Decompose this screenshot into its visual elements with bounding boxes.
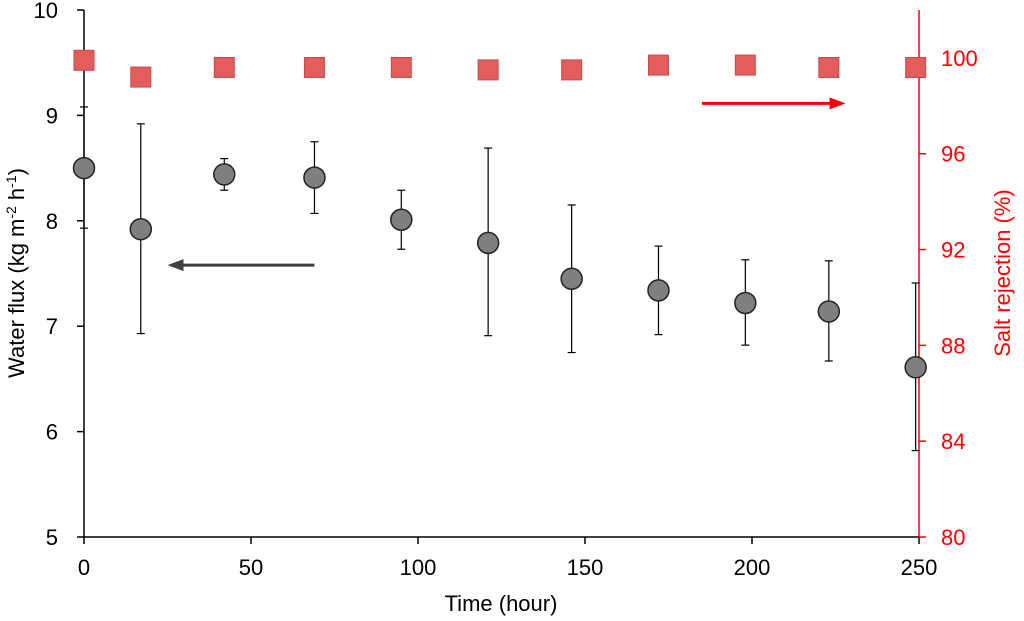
salt-rejection-point [734, 54, 756, 76]
arrow-head [167, 259, 184, 272]
right-y-tick-label: 88 [941, 333, 965, 358]
salt-rejection-point [561, 59, 583, 81]
left-y-tick-label: 8 [46, 209, 58, 234]
salt-rejection-point [303, 56, 325, 78]
salt-rejection-point [647, 54, 669, 76]
left-y-axis-ticks: 5 6 7 8 9 10 [34, 0, 84, 550]
right-y-axis-title: Salt rejection (%) [990, 189, 1015, 357]
water-flux-point [390, 208, 413, 231]
water-flux-point [72, 156, 96, 180]
left-y-axis-title-part: ) [4, 168, 29, 175]
x-tick-label: 50 [239, 555, 263, 580]
left-y-tick-label: 9 [46, 103, 58, 128]
water-flux-series [72, 106, 927, 452]
right-y-tick-label: 92 [941, 238, 965, 263]
arrow-head [829, 97, 846, 110]
x-tick-label: 200 [734, 555, 771, 580]
left-y-tick-label: 7 [46, 314, 58, 339]
salt-rejection-point [390, 56, 412, 78]
left-y-tick-label: 10 [34, 0, 58, 23]
water-flux-point [904, 356, 927, 379]
x-tick-label: 250 [901, 555, 938, 580]
x-axis-title: Time (hour) [445, 591, 558, 616]
left-y-tick-label: 6 [46, 420, 58, 445]
right-y-tick-label: 100 [941, 46, 978, 71]
salt-rejection-series [73, 49, 927, 88]
right-y-tick-label: 96 [941, 142, 965, 167]
left-y-axis-title-part: Water flux (kg m [4, 219, 29, 378]
water-flux-point [817, 300, 841, 323]
x-axis-ticks: 0 50 100 150 200 250 [78, 537, 937, 580]
water-flux-point [129, 217, 153, 241]
left-y-axis-title-part: h [4, 188, 29, 206]
water-flux-point [476, 231, 500, 255]
salt-rejection-point [905, 56, 927, 78]
right-y-tick-label: 84 [941, 429, 965, 454]
water-flux-point [647, 279, 670, 302]
arrow-annotations [167, 97, 846, 272]
left-y-axis-title: Water flux (kg m-2 h-1) [3, 168, 29, 378]
right-y-axis-ticks: 80 84 88 92 96 100 [919, 46, 978, 550]
water-flux-point [303, 166, 326, 189]
salt-rejection-point [477, 59, 499, 81]
water-flux-point [560, 267, 583, 291]
left-y-tick-label: 5 [46, 525, 58, 550]
x-tick-label: 150 [567, 555, 604, 580]
salt-rejection-point [818, 56, 840, 78]
plot-area [83, 10, 920, 538]
salt-rejection-point [73, 49, 95, 71]
left-y-axis-title-superscript: -1 [3, 175, 19, 188]
salt-rejection-point [213, 56, 235, 78]
water-flux-point [734, 291, 757, 315]
x-tick-label: 100 [400, 555, 437, 580]
salt-rejection-point [130, 66, 152, 88]
right-y-tick-label: 80 [941, 525, 965, 550]
left-y-axis-title-superscript: -2 [3, 206, 19, 219]
x-tick-label: 0 [78, 555, 90, 580]
water-flux-point [213, 163, 236, 186]
